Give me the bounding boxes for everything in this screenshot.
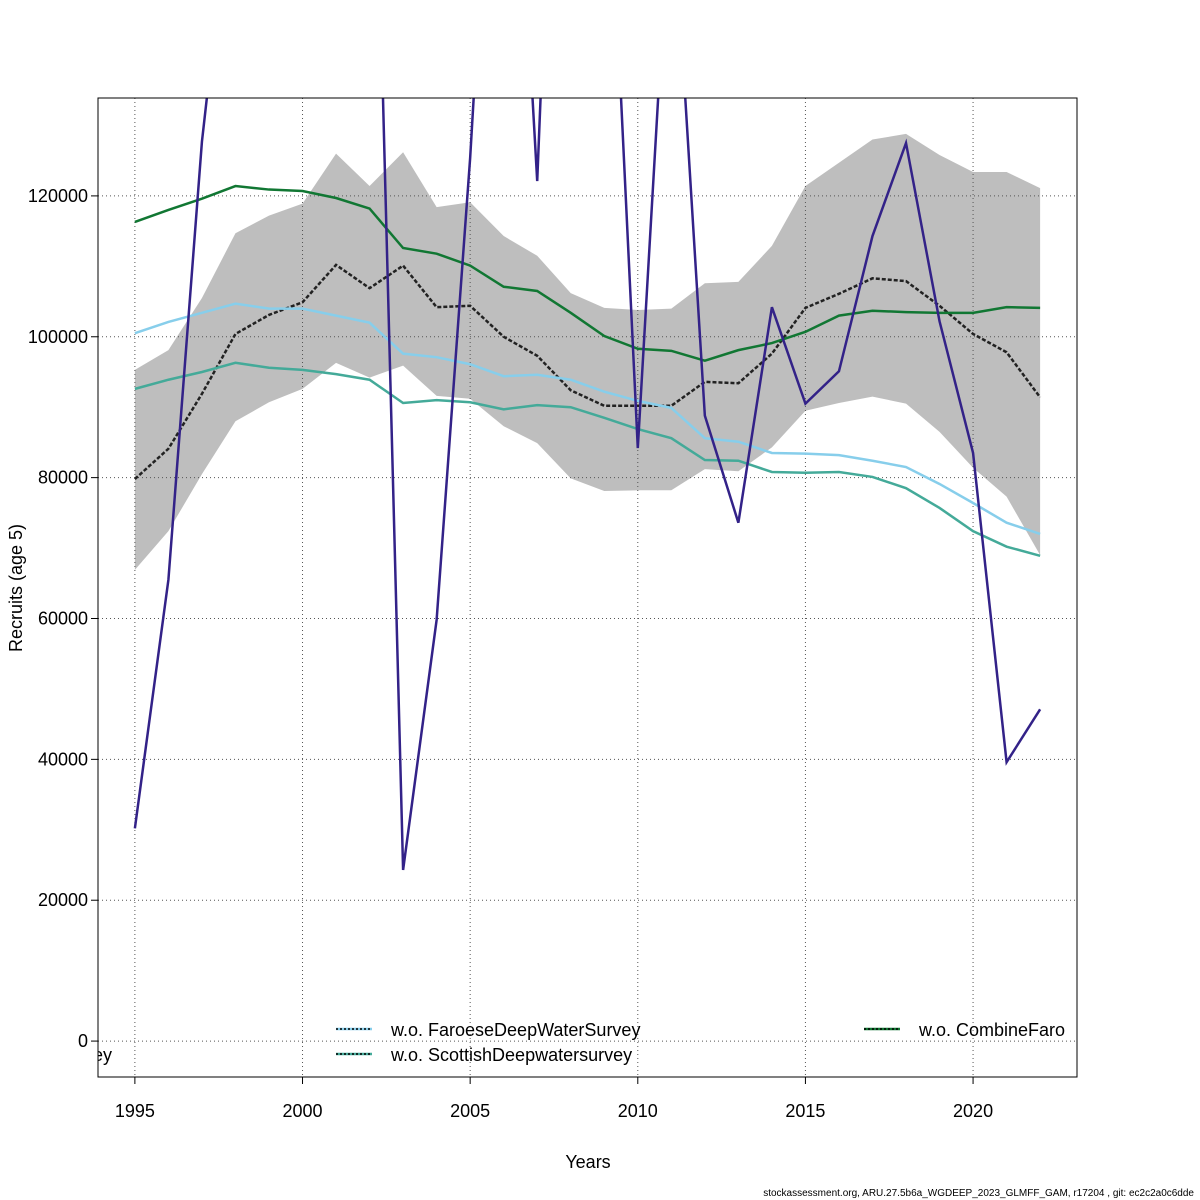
series-line — [134, 302, 1041, 536]
legend-label: w.o. FaroeseDeepWaterSurvey — [390, 1020, 640, 1040]
plot-area: w.o. FaroeseDeepWaterSurvey w.o. Scottish… — [93, 98, 1077, 1077]
confidence-band — [134, 133, 1041, 570]
y-tick-label: 40000 — [38, 749, 88, 769]
footer: stockassessment.org, ARU.27.5b6a_WGDEEP_… — [763, 1188, 1194, 1199]
x-tick-label: 2000 — [282, 1101, 322, 1121]
x-tick-label: 2005 — [450, 1101, 490, 1121]
y-tick-label: 60000 — [38, 608, 88, 628]
legend-label: w.o. ScottishDeepwatersurvey — [390, 1045, 632, 1065]
x-axis-label: Years — [565, 1152, 610, 1172]
x-tick-label: 2020 — [953, 1101, 993, 1121]
y-tick-label: 100000 — [28, 327, 88, 347]
y-tick-label: 0 — [78, 1031, 88, 1051]
series-line — [133, 98, 1042, 871]
legend-label: w.o. CombineFaro — [918, 1020, 1065, 1040]
y-axis-label: Recruits (age 5) — [6, 524, 26, 652]
y-tick-label: 120000 — [28, 186, 88, 206]
x-tick-label: 2015 — [785, 1101, 825, 1121]
series-line — [134, 361, 1041, 558]
x-tick-label: 2010 — [618, 1101, 658, 1121]
legend-label: ey — [93, 1045, 112, 1065]
plot-frame — [97, 97, 1078, 1078]
x-tick-label: 1995 — [115, 1101, 155, 1121]
y-tick-label: 80000 — [38, 468, 88, 488]
series-line — [134, 184, 1041, 363]
y-tick-label: 20000 — [38, 890, 88, 910]
